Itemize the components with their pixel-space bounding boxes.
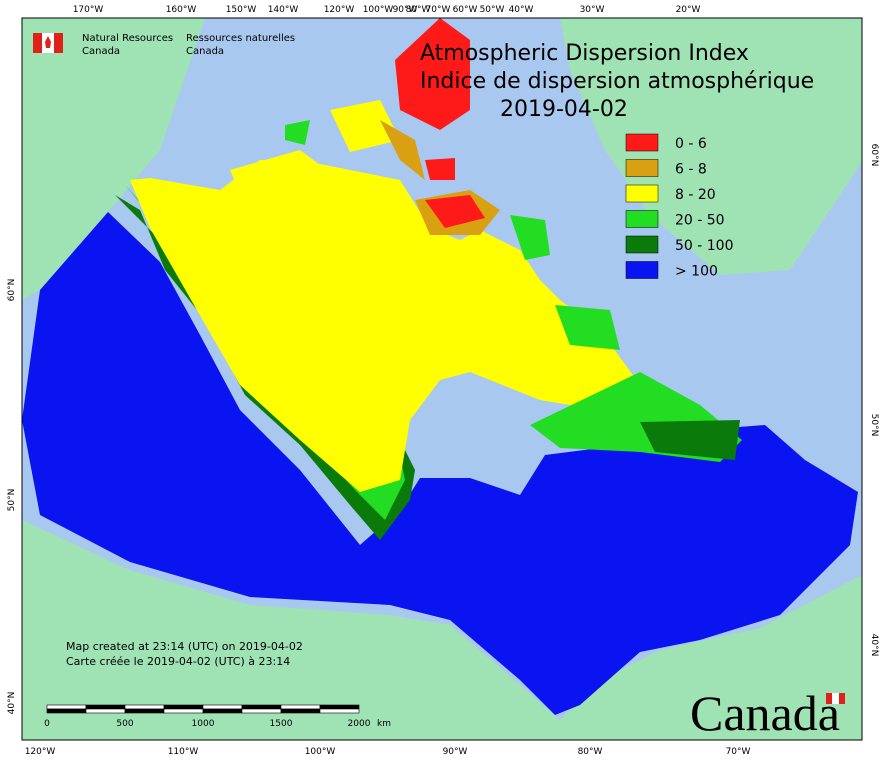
region-50-100-east [640,420,740,460]
latitude-label: 60°N [7,279,17,302]
scale-label: 1500 [270,719,293,729]
latitude-label: 60°N [869,144,879,167]
org-name: Canada [186,46,224,57]
flag-band [839,693,845,704]
longitude-label: 100°W [305,747,336,757]
legend-label: 0 - 6 [675,136,707,152]
frame [21,17,863,741]
longitude-label: 100°W [363,5,394,15]
flag-band [54,33,63,53]
scale-segment [163,708,204,714]
region-6-8 [380,120,425,180]
title: Atmospheric Dispersion Index [420,41,749,66]
arctic-island [510,215,550,260]
longitude-label: 110°W [168,747,199,757]
legend-label: 6 - 8 [675,162,707,178]
longitude-label: 80°W [578,747,603,757]
legend-swatch [625,184,659,203]
scale-bar: 0 500 1000 1500 2000 km [44,704,391,729]
scale-segment [124,704,165,710]
date: 2019-04-02 [500,97,628,122]
longitude-label: 20°W [676,5,701,15]
longitude-label: 140°W [268,5,299,15]
legend-label: 8 - 20 [675,187,716,203]
wordmark-flag [826,693,845,704]
legend-swatch [625,210,659,228]
scale-label: 1000 [192,719,215,729]
latitude-label: 50°N [869,414,879,437]
united-states [22,520,862,740]
region-over-100 [22,212,858,715]
scale-segment [319,704,360,710]
arctic-island [230,150,340,240]
scale-segment [85,708,126,714]
longitude-label: 120°W [25,747,56,757]
latitude-label: 50°N [7,489,17,512]
title: Indice de dispersion atmosphérique [420,69,814,94]
longitude-label: 170°W [73,5,104,15]
scale-segment [202,708,243,714]
flag-band [826,693,832,704]
scale-segment [280,708,321,714]
scale-label: 2000 [348,719,371,729]
longitude-label: 50°W [480,5,505,15]
wordmark: Canada [690,685,840,741]
scale-label: 500 [116,719,133,729]
longitude-label: 90°W [443,747,468,757]
legend-swatch [625,235,659,254]
longitude-label: 60°W [453,5,478,15]
scale-segment [85,704,126,710]
flag-field [832,693,839,704]
longitude-label: 150°W [226,5,257,15]
note: Carte créée le 2019-04-02 (UTC) à 23:14 [66,655,290,668]
arctic-island [330,100,400,152]
maple-leaf [45,36,51,48]
note: Map created at 23:14 (UTC) on 2019-04-02 [66,640,303,653]
arctic-island [555,305,620,350]
region-0-6 [425,195,485,228]
legend-label: 50 - 100 [675,238,734,254]
legend-swatch [625,133,659,152]
legend-swatch [625,159,659,177]
legend-label: 20 - 50 [675,213,725,229]
longitude-label: 120°W [324,5,355,15]
longitude-label: 80°W [406,5,431,15]
logo [33,33,63,53]
longitude-label: 70°W [426,5,451,15]
scale-unit: km [377,719,391,729]
greenland [560,18,862,275]
flag-band [33,33,42,53]
latitude-label: 40°N [7,692,17,715]
scale-segment [319,708,360,714]
map-area [22,18,862,740]
longitude-label: 90°W [393,5,418,15]
scale-segment [202,704,243,710]
legend-label: > 100 [675,264,718,280]
legend: 0 - 6 6 - 8 8 - 20 20 - 50 50 - 100 > 100 [625,133,734,280]
longitude-label: 70°W [726,747,751,757]
longitude-label: 40°W [509,5,534,15]
region-8-20 [130,160,640,492]
region-0-6 [425,158,455,180]
org-name: Ressources naturelles [186,33,295,44]
longitude-label: 160°W [166,5,197,15]
scale-segment [280,704,321,710]
longitude-label: 30°W [580,5,605,15]
org-name: Canada [82,46,120,57]
scale-segment [46,704,87,710]
scale-segment [241,708,282,714]
arctic-island [285,120,310,145]
scale-label: 0 [44,719,50,729]
scale-segment [163,704,204,710]
labels: Natural Resources Canada Ressources nature… [7,5,879,757]
latitude-label: 40°N [869,634,879,657]
alaska [22,18,205,300]
legend-swatch [625,261,659,279]
org-name: Natural Resources [82,33,173,44]
region-0-6 [395,18,470,130]
scale-segment [46,708,87,714]
scale-segment [124,708,165,714]
scale-segment [241,704,282,710]
